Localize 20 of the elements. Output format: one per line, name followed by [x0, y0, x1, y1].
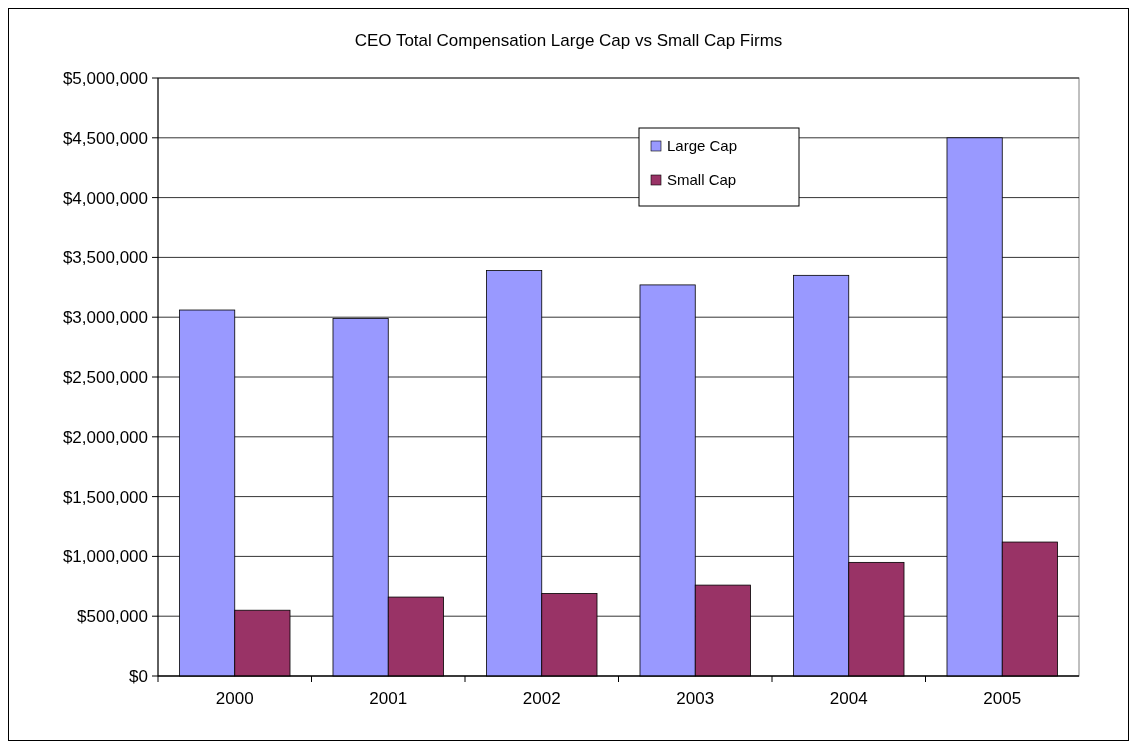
x-tick-label: 2000 [215, 689, 254, 708]
x-tick-label: 2004 [829, 689, 868, 708]
x-tick-label: 2005 [983, 689, 1022, 708]
legend-label: Large Cap [667, 137, 738, 155]
y-tick-label: $0 [129, 666, 148, 686]
x-tick-label: 2002 [522, 689, 561, 708]
y-tick-label: $5,000,000 [62, 68, 148, 88]
x-tick-label: 2003 [676, 689, 715, 708]
y-tick-label: $1,500,000 [62, 487, 148, 507]
y-tick-label: $500,000 [77, 607, 148, 627]
y-tick-label: $3,000,000 [62, 308, 148, 328]
y-tick-label: $1,000,000 [62, 547, 148, 567]
chart-title: CEO Total Compensation Large Cap vs Small Cap Firms [354, 31, 783, 50]
y-tick-label: $3,500,000 [62, 248, 148, 268]
x-tick-label: 2001 [369, 689, 408, 708]
y-tick-label: $2,000,000 [62, 427, 148, 447]
legend-label: Small Cap [667, 171, 737, 189]
y-tick-label: $4,000,000 [62, 188, 148, 208]
y-tick-label: $2,500,000 [62, 367, 148, 387]
y-tick-label: $4,500,000 [62, 128, 148, 148]
